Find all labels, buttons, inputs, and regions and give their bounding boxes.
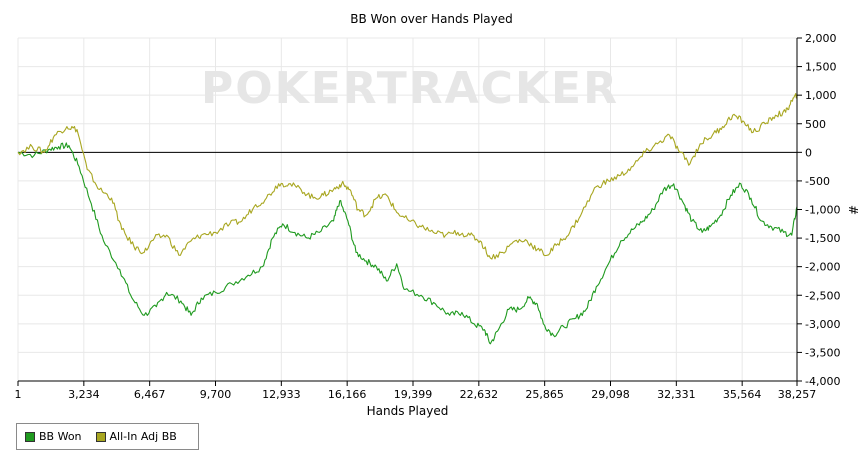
x-tick-label: 16,166 [328,388,367,401]
x-tick-label: 32,331 [657,388,696,401]
y-tick-label: -1,500 [805,232,840,245]
y-tick-label: -500 [805,175,830,188]
legend: BB Won All-In Adj BB [16,423,199,450]
x-tick-label: 12,933 [262,388,301,401]
x-tick-label: 22,632 [460,388,499,401]
x-tick-label: 6,467 [134,388,166,401]
chart-title: BB Won over Hands Played [350,12,513,26]
y-tick-label: 500 [805,118,826,131]
series-line-all-in-adj-bb [17,93,798,260]
legend-item-bb-won[interactable]: BB Won [25,430,82,443]
y-tick-label: -3,000 [805,318,840,331]
y-tick-label: 2,000 [805,32,837,45]
legend-item-all-in-adj-bb[interactable]: All-In Adj BB [95,430,177,443]
x-tick-label: 9,700 [200,388,232,401]
x-tick-label: 3,234 [68,388,100,401]
y-tick-label: 0 [805,146,812,159]
series-layer [17,93,798,345]
y-tick-label: 1,000 [805,89,837,102]
legend-swatch-all-in-adj-bb [95,431,106,442]
poker-tracker-watermark: POKERTRACKER [201,63,619,114]
y-tick-label: -2,500 [805,289,840,302]
x-tick-label: 29,098 [591,388,630,401]
x-axis-title: Hands Played [367,404,449,418]
legend-label-all-in-adj-bb: All-In Adj BB [109,430,177,443]
y-tick-label: -1,000 [805,204,840,217]
legend-label-bb-won: BB Won [39,430,82,443]
y-axis-title: # [846,205,860,215]
y-tick-label: -4,000 [805,375,840,388]
x-tick-label: 1 [15,388,22,401]
x-tick-label: 35,564 [723,388,762,401]
y-tick-label: 1,500 [805,61,837,74]
x-tick-label: 38,257 [778,388,817,401]
x-tick-label: 25,865 [525,388,564,401]
x-axis-ticks: 1 3,234 6,467 9,700 12,933 16,166 19,399 22,632… [15,381,817,401]
y-tick-label: -2,000 [805,261,840,274]
y-axis-ticks: 2,000 1,500 1,000 500 0 -500 -1,000 -1,500 -2,00… [797,32,840,388]
y-tick-label: -3,500 [805,346,840,359]
x-tick-label: 19,399 [394,388,433,401]
series-line-bb-won [17,142,798,345]
legend-swatch-bb-won [25,431,35,442]
